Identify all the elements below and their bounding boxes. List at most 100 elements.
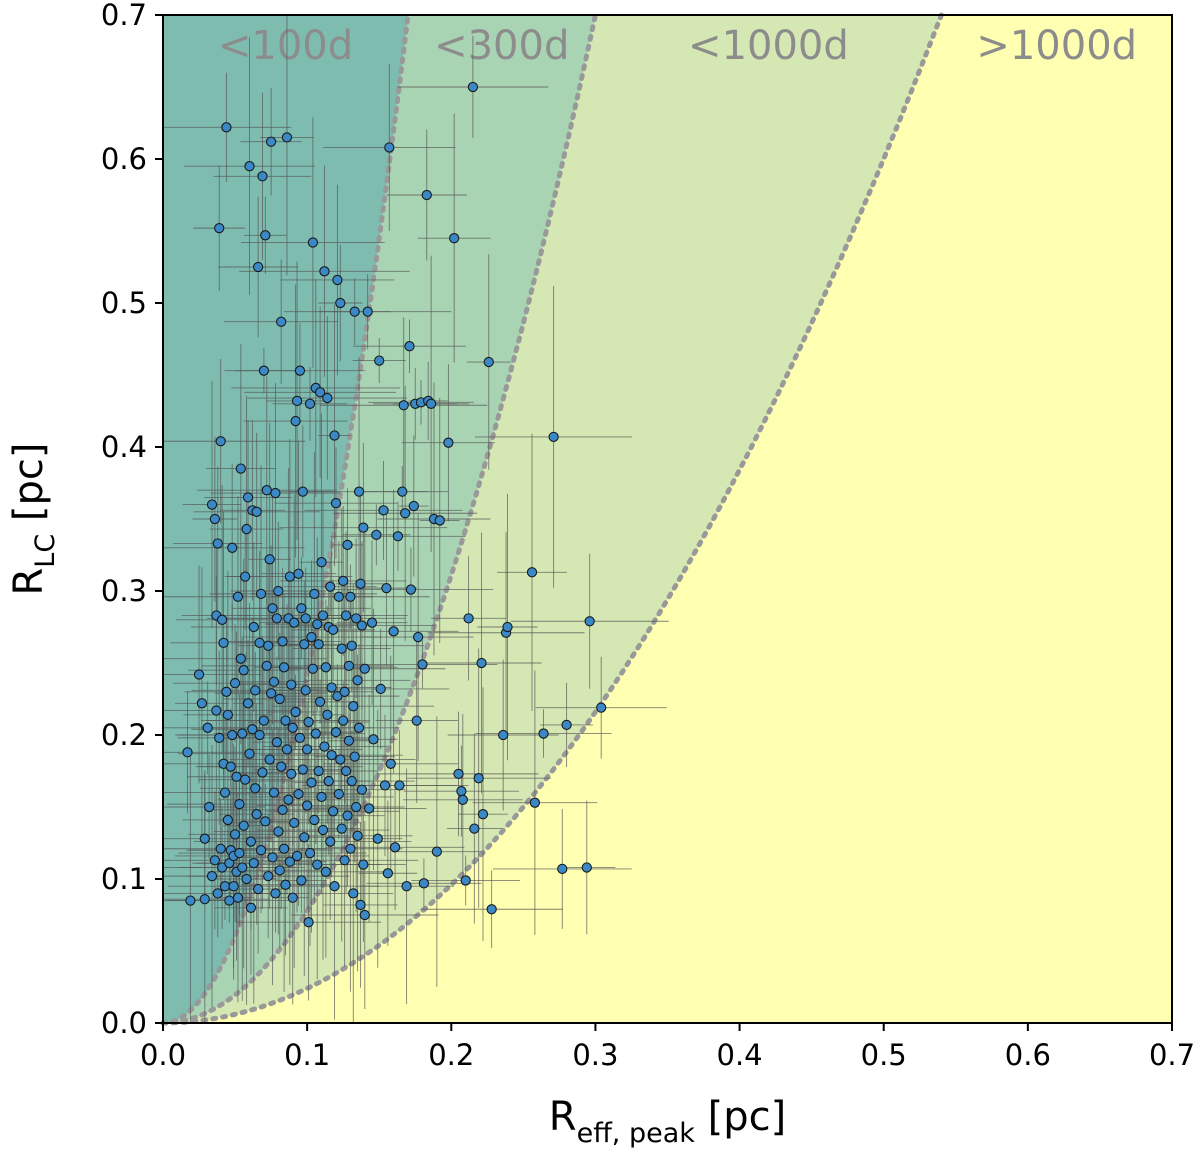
data-point [425, 398, 437, 409]
data-point [340, 765, 352, 777]
data-point [284, 856, 295, 867]
data-points [182, 81, 607, 928]
data-point [460, 875, 471, 886]
data-point [234, 847, 245, 859]
data-point [394, 780, 405, 791]
data-point [336, 823, 347, 834]
data-point [222, 814, 234, 826]
data-point [235, 463, 246, 474]
data-point [300, 685, 311, 696]
boundary-line-0 [160, 12, 411, 1026]
data-point [199, 833, 210, 844]
data-point [529, 797, 541, 808]
region-label-0: <100d [218, 23, 353, 69]
data-point [209, 855, 221, 866]
data-point [182, 747, 193, 758]
data-point [251, 506, 262, 517]
data-point [206, 870, 218, 882]
data-point [260, 816, 271, 827]
y-axis-label-sub: LC [30, 534, 61, 568]
data-point [356, 784, 368, 795]
data-point [232, 892, 244, 903]
data-point [561, 719, 572, 731]
data-point [303, 917, 314, 928]
data-point [211, 705, 222, 716]
data-point [363, 803, 375, 814]
data-point [258, 715, 270, 726]
data-point [320, 866, 332, 877]
data-point [271, 613, 283, 624]
data-point [502, 621, 513, 633]
data-point [417, 659, 428, 670]
data-point [332, 274, 343, 286]
data-point [258, 365, 270, 376]
data-point [221, 122, 232, 133]
data-point [227, 542, 238, 553]
data-point [261, 660, 272, 672]
data-point [310, 728, 321, 739]
data-point [313, 639, 324, 650]
data-point [584, 616, 595, 627]
data-point [348, 701, 359, 712]
data-point [378, 505, 389, 516]
data-point [316, 557, 327, 568]
data-point [404, 341, 415, 352]
x-axis-label-main: R [549, 1094, 577, 1140]
data-point [368, 734, 379, 745]
data-point [261, 485, 272, 496]
data-point [339, 855, 350, 866]
plot-frame [162, 14, 1173, 1024]
data-point [366, 617, 378, 628]
data-point [263, 640, 274, 651]
data-point [247, 724, 258, 735]
data-point [260, 230, 271, 241]
data-point [212, 538, 223, 549]
data-point [291, 395, 303, 407]
data-point [319, 266, 330, 277]
data-point [252, 883, 264, 895]
data-point [196, 698, 208, 709]
data-point [267, 852, 278, 863]
data-point [457, 794, 468, 805]
x-tick-label: 0.6 [1005, 1038, 1051, 1072]
data-point [231, 771, 242, 782]
data-point [209, 513, 221, 525]
data-point [250, 685, 261, 696]
data-point [325, 581, 336, 592]
data-point [379, 780, 391, 791]
data-point [412, 631, 424, 643]
data-point [333, 788, 345, 800]
data-point [581, 862, 592, 873]
data-point [326, 682, 337, 693]
data-point [228, 881, 239, 892]
data-point [257, 767, 268, 778]
data-point [385, 758, 396, 769]
data-point [306, 631, 317, 643]
data-point [469, 823, 480, 834]
y-axis-ticks: 0.0 0.1 0.2 0.3 0.4 0.5 0.6 0.7 [101, 0, 163, 1040]
data-point [299, 639, 310, 650]
data-point [340, 610, 352, 621]
data-point [216, 614, 228, 625]
data-point [294, 732, 306, 744]
data-point [343, 735, 355, 746]
data-point [221, 686, 232, 697]
data-point [327, 806, 339, 817]
data-point [245, 902, 257, 913]
data-point [277, 636, 288, 647]
data-point [338, 575, 349, 587]
data-point [326, 750, 337, 761]
data-point [309, 588, 320, 600]
data-point [397, 486, 408, 497]
data-point [320, 662, 332, 673]
data-point [255, 845, 267, 856]
region-label-1: <300d [434, 23, 569, 69]
data-point [476, 657, 487, 669]
data-point [185, 895, 196, 906]
data-point [359, 663, 370, 674]
y-tick-label: 0.7 [101, 0, 147, 32]
data-point [219, 881, 231, 892]
y-tick-label: 0.0 [101, 1006, 147, 1040]
data-point [353, 722, 365, 733]
data-point [273, 826, 284, 837]
